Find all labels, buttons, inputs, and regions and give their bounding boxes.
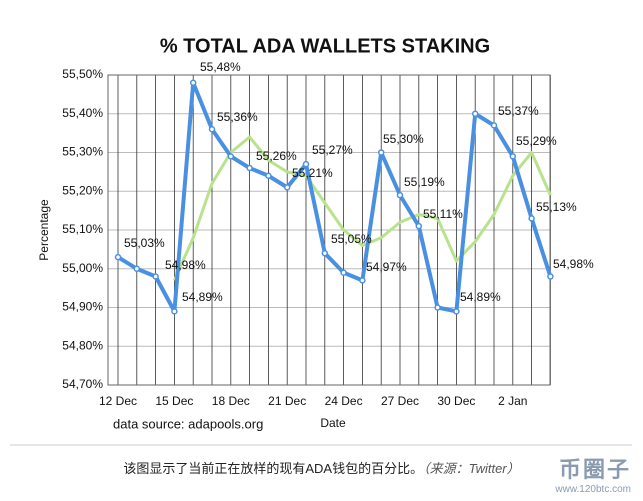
point-marker <box>321 250 329 257</box>
point-marker <box>189 79 197 86</box>
point-marker <box>396 191 404 199</box>
chart-title: % TOTAL ADA WALLETS STAKING <box>160 35 490 57</box>
point-marker <box>471 110 479 117</box>
data-label: 54,97% <box>366 260 407 274</box>
plot-border <box>107 74 551 386</box>
data-label: 55,26% <box>256 149 297 163</box>
point-marker <box>528 215 535 222</box>
point-marker <box>490 122 498 129</box>
watermark-url: www.120btc.com <box>555 484 631 495</box>
x-tick-label: 2 Jan <box>498 394 527 408</box>
point-marker <box>171 308 178 315</box>
source-note: data source: adapools.org <box>113 416 263 431</box>
y-tick-label: 54,70% <box>62 377 103 391</box>
x-tick-label: 18 Dec <box>212 394 250 408</box>
point-marker <box>359 277 366 284</box>
x-tick-label: 12 Dec <box>99 394 137 408</box>
point-marker <box>453 308 460 315</box>
chart: % TOTAL ADA WALLETS STAKING Percentage D… <box>10 35 632 446</box>
y-tick-label: 55,10% <box>62 222 103 236</box>
data-label: 55,03% <box>124 236 165 250</box>
point-marker <box>246 164 253 172</box>
x-axis-label: Date <box>320 416 346 430</box>
point-marker <box>283 184 291 191</box>
data-label: 55,05% <box>331 232 372 246</box>
y-tick-label: 55,30% <box>62 145 103 159</box>
point-marker <box>152 273 159 280</box>
data-label: 55,11% <box>423 207 463 221</box>
data-label: 54,98% <box>165 258 206 272</box>
data-label: 55,27% <box>312 143 353 157</box>
data-label: 55,36% <box>217 110 258 124</box>
data-label: 55,19% <box>404 175 445 189</box>
point-marker <box>265 172 272 179</box>
y-tick-label: 54,80% <box>62 338 103 352</box>
x-tick-label: 27 Dec <box>381 394 419 408</box>
x-tick-label: 21 Dec <box>268 394 306 408</box>
point-marker <box>227 153 235 160</box>
y-axis-label: Percentage <box>37 199 51 261</box>
point-marker <box>302 160 310 168</box>
x-tick-label: 24 Dec <box>325 394 363 408</box>
point-marker <box>509 153 517 160</box>
point-marker <box>415 222 423 230</box>
watermark: 币圈子 www.120btc.com <box>555 452 631 495</box>
point-marker <box>114 253 122 261</box>
point-marker <box>547 273 554 280</box>
point-marker <box>340 269 347 276</box>
y-tick-label: 55,00% <box>62 261 103 275</box>
data-label: 54,89% <box>182 290 223 304</box>
watermark-brand: 币圈子 <box>558 457 631 482</box>
series-line <box>173 135 552 281</box>
point-marker <box>377 149 385 156</box>
data-label: 55,48% <box>200 60 241 74</box>
point-marker <box>434 304 441 311</box>
data-label: 55,29% <box>516 134 557 148</box>
y-tick-label: 55,40% <box>62 106 103 120</box>
series-line <box>116 80 553 314</box>
caption-text: 该图显示了当前正在放样的现有ADA钱包的百分比。 <box>123 461 424 476</box>
caption-source: （来源：Twitter） <box>423 461 520 476</box>
data-label: 54,98% <box>553 257 594 271</box>
y-tick-label: 55,20% <box>62 183 103 197</box>
y-tick-label: 54,90% <box>62 300 103 314</box>
x-tick-label: 30 Dec <box>437 394 475 408</box>
data-label: 55,21% <box>292 166 333 180</box>
point-marker <box>133 265 141 272</box>
data-label: 55,13% <box>536 200 577 214</box>
x-tick-label: 15 Dec <box>155 394 193 408</box>
caption: 该图显示了当前正在放样的现有ADA钱包的百分比。（来源：Twitter） <box>0 458 643 477</box>
data-label: 55,37% <box>498 104 539 118</box>
data-label: 54,89% <box>460 290 501 304</box>
point-marker <box>208 126 216 133</box>
y-tick-label: 55,50% <box>62 67 103 81</box>
data-label: 55,30% <box>383 132 424 146</box>
